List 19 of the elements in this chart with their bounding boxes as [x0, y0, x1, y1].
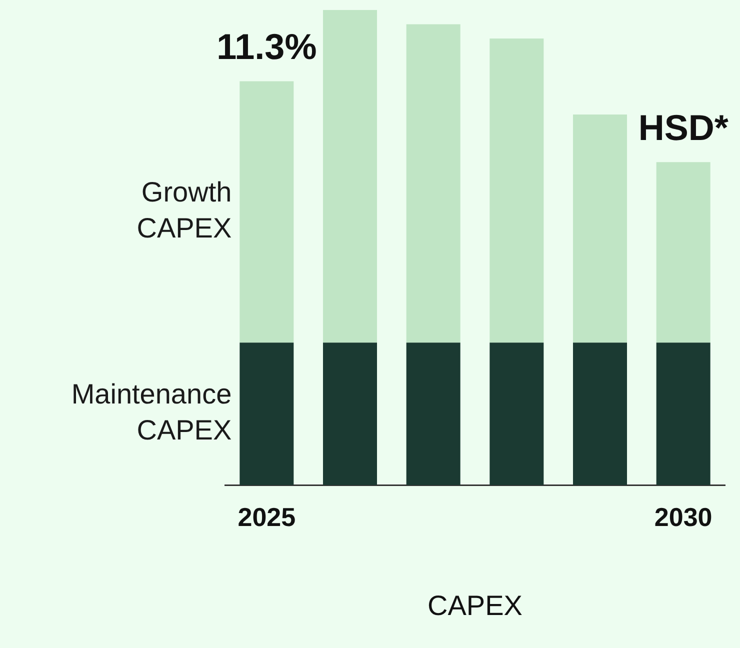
x-axis-title: CAPEX — [428, 590, 523, 621]
annotation: 11.3% — [216, 26, 317, 68]
x-tick-label: 2025 — [238, 502, 296, 532]
series-label: Growth CAPEX — [136, 176, 232, 244]
bar — [573, 114, 627, 343]
series-label: Maintenance CAPEX — [71, 378, 232, 446]
bar — [573, 342, 627, 486]
bar — [490, 38, 544, 343]
bar — [323, 10, 377, 343]
bar — [240, 342, 294, 486]
bar — [656, 342, 710, 486]
bar — [240, 81, 294, 343]
annotation: HSD* — [638, 106, 728, 148]
bar — [656, 162, 710, 343]
bar — [323, 342, 377, 486]
bar — [490, 342, 544, 486]
bar — [406, 24, 460, 343]
x-tick-label: 2030 — [654, 502, 712, 532]
bar — [406, 342, 460, 486]
